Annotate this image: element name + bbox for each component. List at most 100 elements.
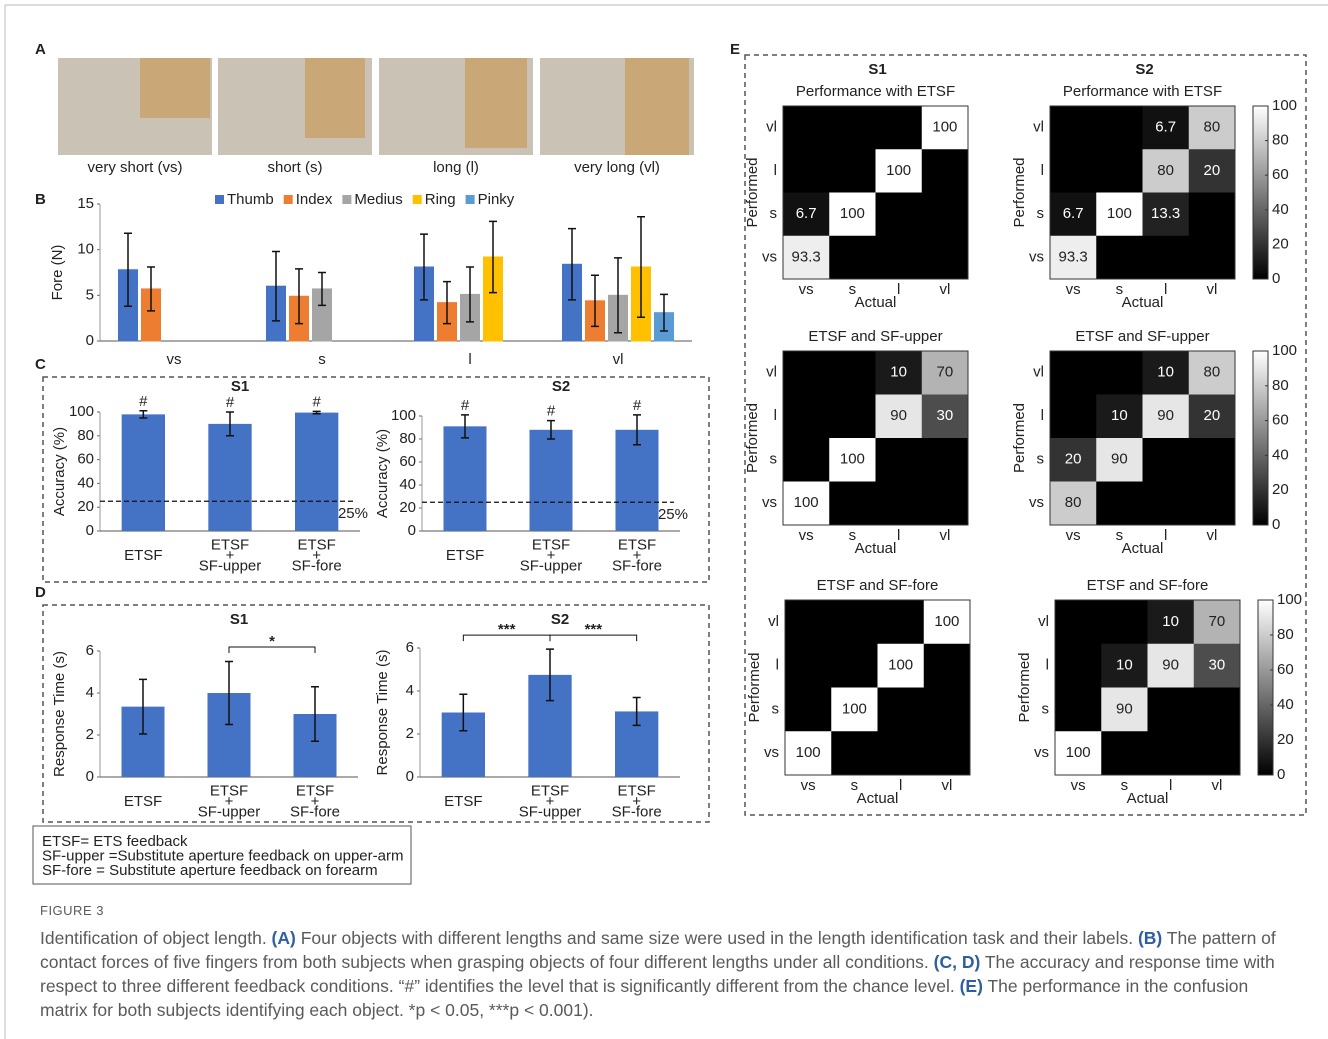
heatmap-cell <box>829 395 876 439</box>
panel-label: E <box>730 41 740 58</box>
cell-value: 100 <box>796 744 821 761</box>
colorbar-tick-label: 80 <box>1272 377 1289 394</box>
figure: ABCDEvery short (vs)short (s)long (l)ver… <box>0 0 1328 1039</box>
row-label: s <box>1042 700 1050 717</box>
row-label: s <box>1037 451 1045 468</box>
caption-segment: Four objects with different lengths and … <box>296 928 1138 948</box>
y-tick-label: 0 <box>86 522 94 539</box>
legend-swatch <box>413 195 422 204</box>
row-label: l <box>776 657 779 674</box>
heatmap-cell <box>783 106 830 150</box>
row-label: s <box>770 451 778 468</box>
heatmap-cell <box>922 236 969 280</box>
bar <box>444 426 487 531</box>
col-label: vs <box>1066 527 1081 544</box>
y-tick-label: 0 <box>86 332 94 349</box>
col-label: l <box>1164 281 1167 298</box>
significance-mark: # <box>312 393 321 410</box>
y-tick-label: 100 <box>391 407 416 424</box>
cell-value: 10 <box>890 364 907 381</box>
cell-value: 70 <box>1209 613 1226 630</box>
heatmap-cell <box>1148 731 1195 775</box>
heatmap-cell <box>876 438 923 482</box>
photo-label: short (s) <box>267 159 322 176</box>
row-label: vl <box>1033 364 1044 381</box>
row-label: vs <box>1029 248 1044 265</box>
y-axis-label: Performed <box>744 403 761 473</box>
heatmap-cell <box>1143 236 1190 280</box>
x-tick-label: vs <box>167 351 182 368</box>
x-tick-label: ETSF <box>446 547 484 564</box>
col-label: l <box>899 777 902 794</box>
heatmap-cell <box>876 236 923 280</box>
heatmap-cell <box>829 351 876 395</box>
heatmap-cell <box>1055 688 1102 732</box>
y-tick-label: 40 <box>399 476 416 493</box>
y-axis-label: Accuracy (%) <box>374 429 391 518</box>
colorbar-tick-label: 20 <box>1277 731 1294 748</box>
caption-label: FIGURE 3 <box>40 903 1295 918</box>
heatmap-cell <box>1189 236 1236 280</box>
colorbar <box>1258 600 1273 775</box>
y-tick-label: 4 <box>86 684 94 701</box>
x-tick-label: s <box>318 351 326 368</box>
cell-value: 100 <box>1107 205 1132 222</box>
colorbar-tick-label: 60 <box>1272 166 1289 183</box>
heatmap-cell <box>876 193 923 237</box>
heatmap-title: ETSF and SF-upper <box>808 328 942 345</box>
heatmap-cell <box>922 149 969 193</box>
y-tick-label: 4 <box>406 682 414 699</box>
row-label: s <box>770 205 778 222</box>
heatmap-cell <box>831 644 878 688</box>
col-label: l <box>1169 777 1172 794</box>
col-label: l <box>1164 527 1167 544</box>
col-label: vl <box>1206 281 1217 298</box>
significance-mark: # <box>633 397 642 414</box>
colorbar <box>1253 351 1268 525</box>
heatmap-cell <box>1096 482 1143 526</box>
photo-label: very long (vl) <box>574 159 660 176</box>
col-label: vs <box>801 777 816 794</box>
cell-value: 100 <box>932 119 957 136</box>
heatmap-cell <box>1189 193 1236 237</box>
legend-swatch <box>342 195 351 204</box>
x-axis-label: Actual <box>1122 540 1164 557</box>
y-tick-label: 20 <box>77 498 94 515</box>
row-label: vs <box>1029 494 1044 511</box>
heatmap-cell <box>829 106 876 150</box>
bar <box>295 413 338 531</box>
heatmap-cell <box>1194 688 1241 732</box>
y-tick-label: 10 <box>77 241 94 258</box>
y-axis-label: Performed <box>744 157 761 227</box>
heatmap-cell <box>924 644 971 688</box>
row-label: vl <box>768 613 779 630</box>
caption: FIGURE 3 Identification of object length… <box>40 903 1295 1022</box>
significance-mark: # <box>139 393 148 410</box>
row-label: vl <box>766 119 777 136</box>
bar <box>122 414 165 531</box>
cell-value: 6.7 <box>796 205 817 222</box>
colorbar-tick-label: 100 <box>1272 342 1297 359</box>
colorbar-tick-label: 60 <box>1272 412 1289 429</box>
heatmap-cell <box>831 600 878 644</box>
x-tick-label: ETSF+SF-fore <box>612 536 662 574</box>
heatmap-cell <box>1096 351 1143 395</box>
col-label: vs <box>799 281 814 298</box>
panel-label: D <box>35 584 46 601</box>
x-tick-label: ETSF <box>444 793 482 810</box>
cell-value: 10 <box>1162 613 1179 630</box>
heatmap-cell <box>783 149 830 193</box>
heatmap-cell <box>878 688 925 732</box>
heatmap-cell <box>1189 482 1236 526</box>
col-label: vl <box>1206 527 1217 544</box>
col-label: vl <box>939 281 950 298</box>
cell-value: 90 <box>890 407 907 424</box>
y-axis-label: Fore (N) <box>49 245 66 301</box>
heatmap-cell <box>876 482 923 526</box>
legend-box-line: SF-fore = Substitute aperture feedback o… <box>42 862 378 879</box>
col-label: vl <box>939 527 950 544</box>
legend-swatch <box>215 195 224 204</box>
legend-label: Index <box>296 191 333 208</box>
colorbar-tick-label: 40 <box>1277 696 1294 713</box>
cell-value: 90 <box>1157 407 1174 424</box>
